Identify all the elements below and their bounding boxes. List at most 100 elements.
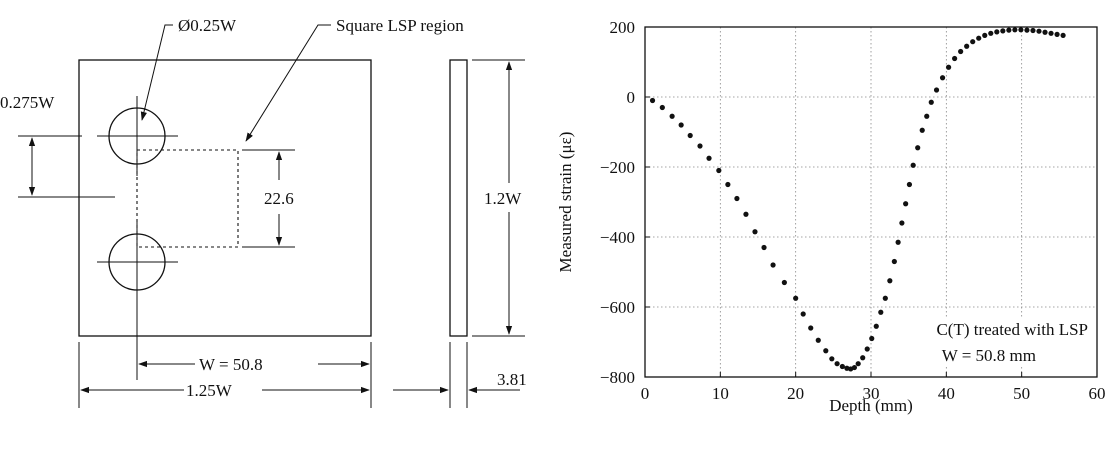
data-point — [761, 244, 767, 251]
data-point — [860, 355, 866, 361]
data-point — [829, 356, 835, 362]
data-point — [851, 364, 858, 371]
specimen-drawing: Ø0.25W Square LSP region 0.275W 22.6 W =… — [0, 16, 527, 408]
data-point — [1024, 27, 1030, 33]
data-point — [864, 346, 870, 352]
data-point — [734, 195, 740, 202]
data-point — [706, 155, 712, 161]
data-point — [887, 278, 893, 284]
lsp-region-leader — [245, 24, 331, 142]
data-point — [855, 361, 861, 367]
annotation-backdrop — [884, 319, 1092, 367]
data-point — [1042, 29, 1048, 35]
data-point — [669, 113, 675, 119]
data-point — [1030, 27, 1036, 34]
y-tick-label: −600 — [600, 298, 635, 317]
data-point — [781, 279, 787, 286]
data-point — [834, 361, 840, 367]
data-point — [659, 104, 665, 111]
plot-frame — [644, 26, 1098, 378]
data-point — [915, 145, 921, 151]
data-point — [678, 122, 684, 128]
y-tick-label: −400 — [600, 228, 635, 247]
data-point — [869, 335, 875, 342]
x-axis-label: Depth (mm) — [829, 396, 913, 415]
x-tick-label: 50 — [1013, 384, 1030, 403]
data-point — [878, 309, 884, 315]
data-point — [1048, 30, 1054, 36]
x-tick-label: 0 — [641, 384, 650, 403]
data-point — [945, 64, 952, 70]
data-point — [800, 311, 806, 317]
y-tick-label: −200 — [600, 158, 635, 177]
data-point — [910, 162, 916, 168]
region-height-label: 22.6 — [264, 189, 294, 208]
x-tick-labels: 0 10 20 30 40 50 60 — [641, 384, 1106, 403]
annotation-line2: W = 50.8 mm — [942, 346, 1036, 365]
data-point — [1012, 27, 1018, 33]
data-point — [976, 35, 982, 41]
data-point — [1018, 27, 1024, 33]
x-tick-label: 20 — [787, 384, 804, 403]
data-point — [793, 295, 799, 301]
data-point — [808, 325, 814, 331]
height-label: 1.2W — [484, 189, 522, 208]
lsp-region-box — [136, 149, 239, 248]
data-point — [899, 220, 905, 226]
x-tick-label: 40 — [938, 384, 955, 403]
data-point — [988, 30, 994, 36]
strain-chart: 0 10 20 30 40 50 60 200 0 −200 −400 −600 −800 Depth… — [556, 18, 1106, 415]
data-point — [882, 295, 888, 301]
data-point — [970, 39, 976, 45]
data-point — [687, 132, 693, 139]
data-point — [952, 55, 958, 62]
data-point — [839, 363, 845, 370]
y-tick-label: 0 — [627, 88, 636, 107]
data-point — [1060, 32, 1066, 39]
data-point — [815, 337, 821, 343]
x-tick-label: 10 — [712, 384, 729, 403]
data-point — [752, 229, 758, 235]
x-tick-label: 60 — [1089, 384, 1106, 403]
data-point — [649, 97, 656, 104]
hole-diameter-label: Ø0.25W — [178, 16, 237, 35]
lsp-region-label: Square LSP region — [336, 16, 464, 35]
thickness-label: 3.81 — [497, 370, 527, 389]
plate-outline — [78, 59, 372, 337]
data-point — [770, 262, 776, 268]
x-tick-label: 30 — [863, 384, 880, 403]
hole-offset-label: 0.275W — [0, 93, 55, 112]
data-point — [716, 167, 722, 174]
y-tick-labels: 200 0 −200 −400 −600 −800 — [600, 18, 635, 387]
data-point — [906, 181, 913, 188]
data-point — [939, 75, 946, 81]
data-point — [1054, 31, 1060, 37]
data-point — [933, 87, 940, 93]
data-point — [895, 239, 901, 245]
data-point — [928, 99, 934, 105]
data-point — [964, 43, 970, 49]
y-tick-label: 200 — [610, 18, 636, 37]
data-point — [903, 201, 909, 207]
data-point — [1006, 27, 1012, 33]
data-point — [1036, 28, 1042, 34]
data-point — [924, 113, 930, 119]
y-tick-label: −800 — [600, 368, 635, 387]
y-axis-label: Measured strain (με) — [556, 132, 575, 273]
side-view — [449, 59, 468, 337]
data-point — [823, 348, 829, 354]
data-point — [1000, 28, 1006, 34]
data-point — [958, 48, 964, 55]
data-point — [725, 181, 731, 188]
data-point — [873, 323, 879, 329]
data-point — [919, 127, 925, 133]
data-point — [697, 143, 703, 149]
overall-width-label: 1.25W — [186, 381, 233, 400]
data-points — [649, 27, 1066, 372]
chart-grid — [644, 26, 1098, 378]
annotation-line1: C(T) treated with LSP — [936, 320, 1088, 339]
data-point — [891, 258, 897, 265]
data-point — [982, 32, 988, 39]
width-label: W = 50.8 — [199, 355, 263, 374]
